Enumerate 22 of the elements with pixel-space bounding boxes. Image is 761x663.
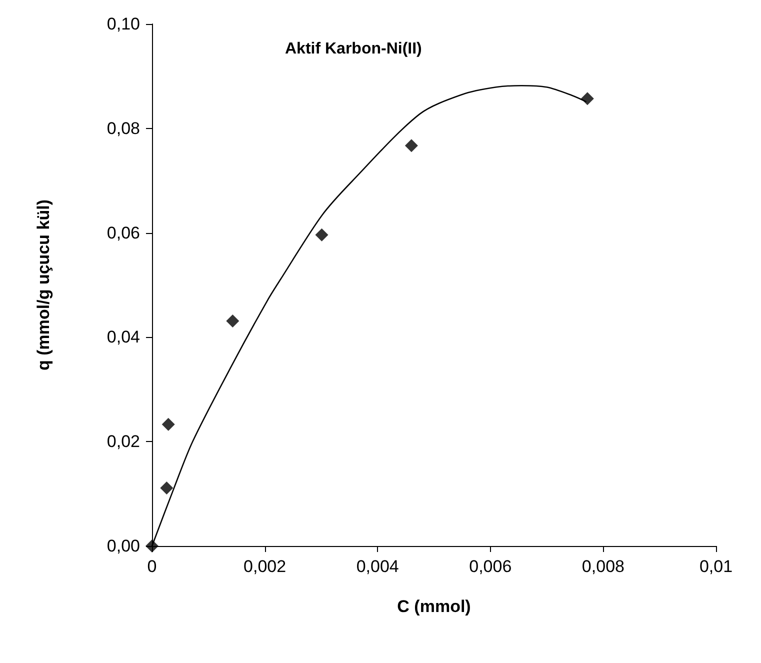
y-tick-label: 0,04 [106,328,140,347]
x-tick-label: 0,006 [469,557,512,576]
point [162,418,175,431]
text: Aktif Karbon-Ni(II) [285,40,422,58]
point [404,139,418,152]
point [160,482,174,495]
y-tick-label: 0,02 [106,432,140,452]
x-tick-label: 0,01 [699,557,733,576]
point [226,314,240,328]
y-tick-label: 0,06 [106,223,140,242]
y-tick-label: 0,08 [106,118,140,138]
x-tick-label: 0,008 [582,557,624,576]
x-tick-label: 0 [147,557,157,576]
x-tick-label: 0,004 [356,557,399,576]
x-tick-label: 0,002 [244,557,286,576]
point [315,228,328,242]
x-axis-title: C (mmol) [397,597,471,616]
y-tick-label: 0,00 [106,536,140,556]
point [146,540,158,552]
y-tick-label: 0,10 [106,14,140,34]
point [580,92,594,106]
y-axis-title: q (mmol/g uçucu kül) [34,200,53,370]
